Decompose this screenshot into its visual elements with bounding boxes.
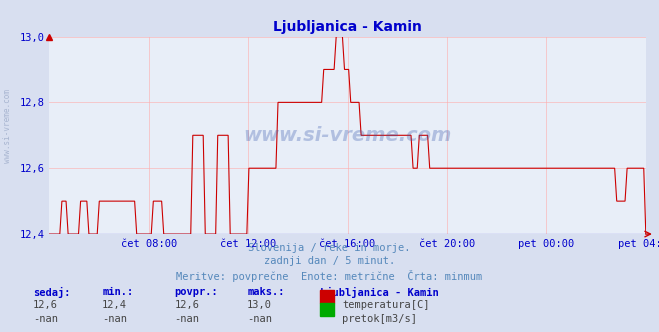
Text: temperatura[C]: temperatura[C] [342, 300, 430, 310]
Text: Ljubljanica - Kamin: Ljubljanica - Kamin [320, 287, 438, 298]
Text: zadnji dan / 5 minut.: zadnji dan / 5 minut. [264, 256, 395, 266]
Text: -nan: -nan [247, 314, 272, 324]
Text: www.si-vreme.com: www.si-vreme.com [3, 89, 13, 163]
Title: Ljubljanica - Kamin: Ljubljanica - Kamin [273, 20, 422, 34]
Text: 13,0: 13,0 [247, 300, 272, 310]
Text: pretok[m3/s]: pretok[m3/s] [342, 314, 417, 324]
Text: 12,6: 12,6 [33, 300, 58, 310]
Text: -nan: -nan [102, 314, 127, 324]
Text: maks.:: maks.: [247, 287, 285, 297]
Text: -nan: -nan [33, 314, 58, 324]
Text: www.si-vreme.com: www.si-vreme.com [243, 126, 452, 145]
Text: 12,4: 12,4 [102, 300, 127, 310]
Text: 12,6: 12,6 [175, 300, 200, 310]
Text: min.:: min.: [102, 287, 133, 297]
Text: -nan: -nan [175, 314, 200, 324]
Text: sedaj:: sedaj: [33, 287, 71, 298]
Text: Meritve: povprečne  Enote: metrične  Črta: minmum: Meritve: povprečne Enote: metrične Črta:… [177, 270, 482, 282]
Text: povpr.:: povpr.: [175, 287, 218, 297]
Text: Slovenija / reke in morje.: Slovenija / reke in morje. [248, 243, 411, 253]
